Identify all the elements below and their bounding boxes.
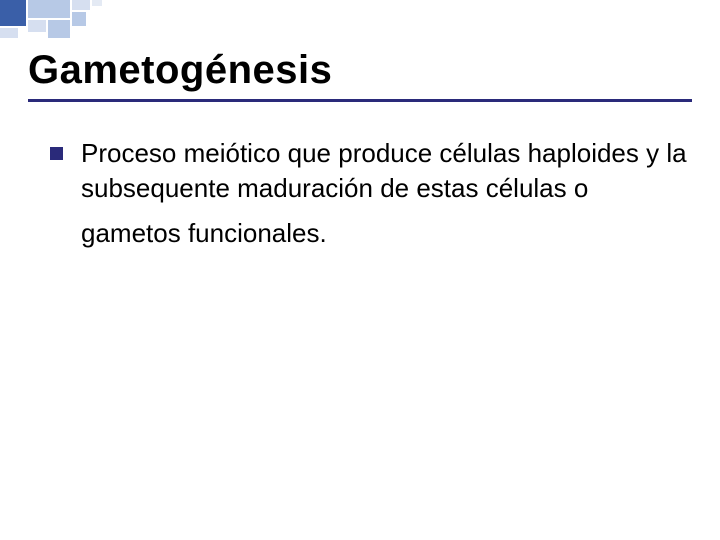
slide-body: Proceso meiótico que produce células hap… [28, 136, 692, 251]
deco-square [28, 0, 70, 18]
deco-square [72, 12, 86, 26]
corner-decoration [0, 0, 120, 46]
deco-square [92, 0, 102, 6]
bullet-item: Proceso meiótico que produce células hap… [50, 136, 692, 206]
deco-square [0, 0, 26, 26]
deco-square [48, 20, 70, 38]
deco-square [72, 0, 90, 10]
slide-title: Gametogénesis [28, 48, 692, 102]
deco-square [0, 28, 18, 38]
bullet-text: Proceso meiótico que produce células hap… [81, 136, 692, 206]
bullet-square-icon [50, 147, 63, 160]
deco-square [28, 20, 46, 32]
slide-content: Gametogénesis Proceso meiótico que produ… [28, 48, 692, 251]
bullet-text-continuation: gametos funcionales. [81, 216, 692, 251]
